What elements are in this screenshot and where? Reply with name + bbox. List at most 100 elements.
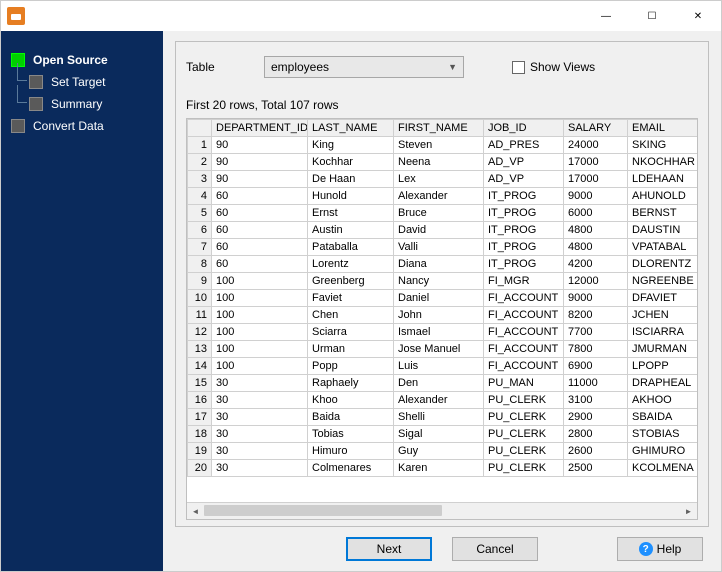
cell[interactable]: 3100 [564,392,628,409]
column-header[interactable]: DEPARTMENT_ID [212,120,308,137]
cell[interactable]: LDEHAAN [628,171,698,188]
cell[interactable]: SBAIDA [628,409,698,426]
show-views-checkbox[interactable] [512,61,525,74]
cell[interactable]: 90 [212,154,308,171]
cell[interactable]: 2600 [564,443,628,460]
cell[interactable]: Sciarra [308,324,394,341]
cell[interactable]: 60 [212,222,308,239]
cell[interactable]: Nancy [394,273,484,290]
cell[interactable]: Diana [394,256,484,273]
cell[interactable]: NKOCHHAR [628,154,698,171]
table-row[interactable]: 560ErnstBruceIT_PROG6000BERNST [188,205,698,222]
cell[interactable]: Alexander [394,188,484,205]
cell[interactable]: DAUSTIN [628,222,698,239]
help-button[interactable]: ? Help [617,537,703,561]
cell[interactable]: 24000 [564,137,628,154]
cell[interactable]: 60 [212,188,308,205]
cell[interactable]: Urman [308,341,394,358]
cell[interactable]: AD_PRES [484,137,564,154]
cell[interactable]: 30 [212,460,308,477]
cell[interactable]: Ernst [308,205,394,222]
table-row[interactable]: 13100UrmanJose ManuelFI_ACCOUNT7800JMURM… [188,341,698,358]
cell[interactable]: 100 [212,324,308,341]
cell[interactable]: Bruce [394,205,484,222]
cell[interactable]: PU_CLERK [484,443,564,460]
cell[interactable]: De Haan [308,171,394,188]
cell[interactable]: Himuro [308,443,394,460]
table-row[interactable]: 1830TobiasSigalPU_CLERK2800STOBIAS [188,426,698,443]
table-row[interactable]: 390De HaanLexAD_VP17000LDEHAAN [188,171,698,188]
cell[interactable]: 90 [212,137,308,154]
cell[interactable]: 6000 [564,205,628,222]
cell[interactable]: 7700 [564,324,628,341]
cell[interactable]: FI_ACCOUNT [484,324,564,341]
cell[interactable]: Daniel [394,290,484,307]
table-row[interactable]: 1930HimuroGuyPU_CLERK2600GHIMURO [188,443,698,460]
cell[interactable]: IT_PROG [484,188,564,205]
cell[interactable]: NGREENBE [628,273,698,290]
cell[interactable]: Sigal [394,426,484,443]
cell[interactable]: 30 [212,443,308,460]
table-row[interactable]: 290KochharNeenaAD_VP17000NKOCHHAR [188,154,698,171]
cell[interactable]: King [308,137,394,154]
minimize-button[interactable]: — [583,1,629,31]
cell[interactable]: 30 [212,392,308,409]
table-row[interactable]: 14100PoppLuisFI_ACCOUNT6900LPOPP [188,358,698,375]
cell[interactable]: FI_MGR [484,273,564,290]
cell[interactable]: IT_PROG [484,239,564,256]
cell[interactable]: LPOPP [628,358,698,375]
cell[interactable]: Chen [308,307,394,324]
cell[interactable]: 9000 [564,290,628,307]
cell[interactable]: Faviet [308,290,394,307]
cell[interactable]: PU_CLERK [484,460,564,477]
cell[interactable]: Pataballa [308,239,394,256]
cell[interactable]: 6900 [564,358,628,375]
cell[interactable]: Colmenares [308,460,394,477]
cancel-button[interactable]: Cancel [452,537,538,561]
cell[interactable]: Greenberg [308,273,394,290]
cell[interactable]: PU_CLERK [484,392,564,409]
cell[interactable]: 17000 [564,154,628,171]
table-row[interactable]: 1530RaphaelyDenPU_MAN11000DRAPHEAL [188,375,698,392]
scroll-right-icon[interactable]: ► [680,503,697,520]
cell[interactable]: 9000 [564,188,628,205]
table-row[interactable]: 860LorentzDianaIT_PROG4200DLORENTZ [188,256,698,273]
cell[interactable]: 90 [212,171,308,188]
data-grid-scroll[interactable]: DEPARTMENT_IDLAST_NAMEFIRST_NAMEJOB_IDSA… [187,119,697,502]
cell[interactable]: 100 [212,273,308,290]
cell[interactable]: AHUNOLD [628,188,698,205]
column-header[interactable]: FIRST_NAME [394,120,484,137]
cell[interactable]: Hunold [308,188,394,205]
cell[interactable]: FI_ACCOUNT [484,290,564,307]
cell[interactable]: 2800 [564,426,628,443]
table-row[interactable]: 190KingStevenAD_PRES24000SKING [188,137,698,154]
cell[interactable]: 30 [212,375,308,392]
cell[interactable]: David [394,222,484,239]
maximize-button[interactable]: ☐ [629,1,675,31]
cell[interactable]: VPATABAL [628,239,698,256]
table-row[interactable]: 1630KhooAlexanderPU_CLERK3100AKHOO [188,392,698,409]
cell[interactable]: 17000 [564,171,628,188]
cell[interactable]: 100 [212,341,308,358]
cell[interactable]: Valli [394,239,484,256]
cell[interactable]: Austin [308,222,394,239]
cell[interactable]: Alexander [394,392,484,409]
scroll-left-icon[interactable]: ◄ [187,503,204,520]
cell[interactable]: 60 [212,239,308,256]
cell[interactable]: Shelli [394,409,484,426]
cell[interactable]: 60 [212,256,308,273]
cell[interactable]: SKING [628,137,698,154]
cell[interactable]: Den [394,375,484,392]
cell[interactable]: 7800 [564,341,628,358]
cell[interactable]: STOBIAS [628,426,698,443]
cell[interactable]: JCHEN [628,307,698,324]
cell[interactable]: Jose Manuel [394,341,484,358]
cell[interactable]: ISCIARRA [628,324,698,341]
cell[interactable]: 100 [212,290,308,307]
table-row[interactable]: 2030ColmenaresKarenPU_CLERK2500KCOLMENA [188,460,698,477]
cell[interactable]: Ismael [394,324,484,341]
cell[interactable]: Karen [394,460,484,477]
cell[interactable]: KCOLMENA [628,460,698,477]
table-row[interactable]: 1730BaidaShelliPU_CLERK2900SBAIDA [188,409,698,426]
cell[interactable]: IT_PROG [484,222,564,239]
